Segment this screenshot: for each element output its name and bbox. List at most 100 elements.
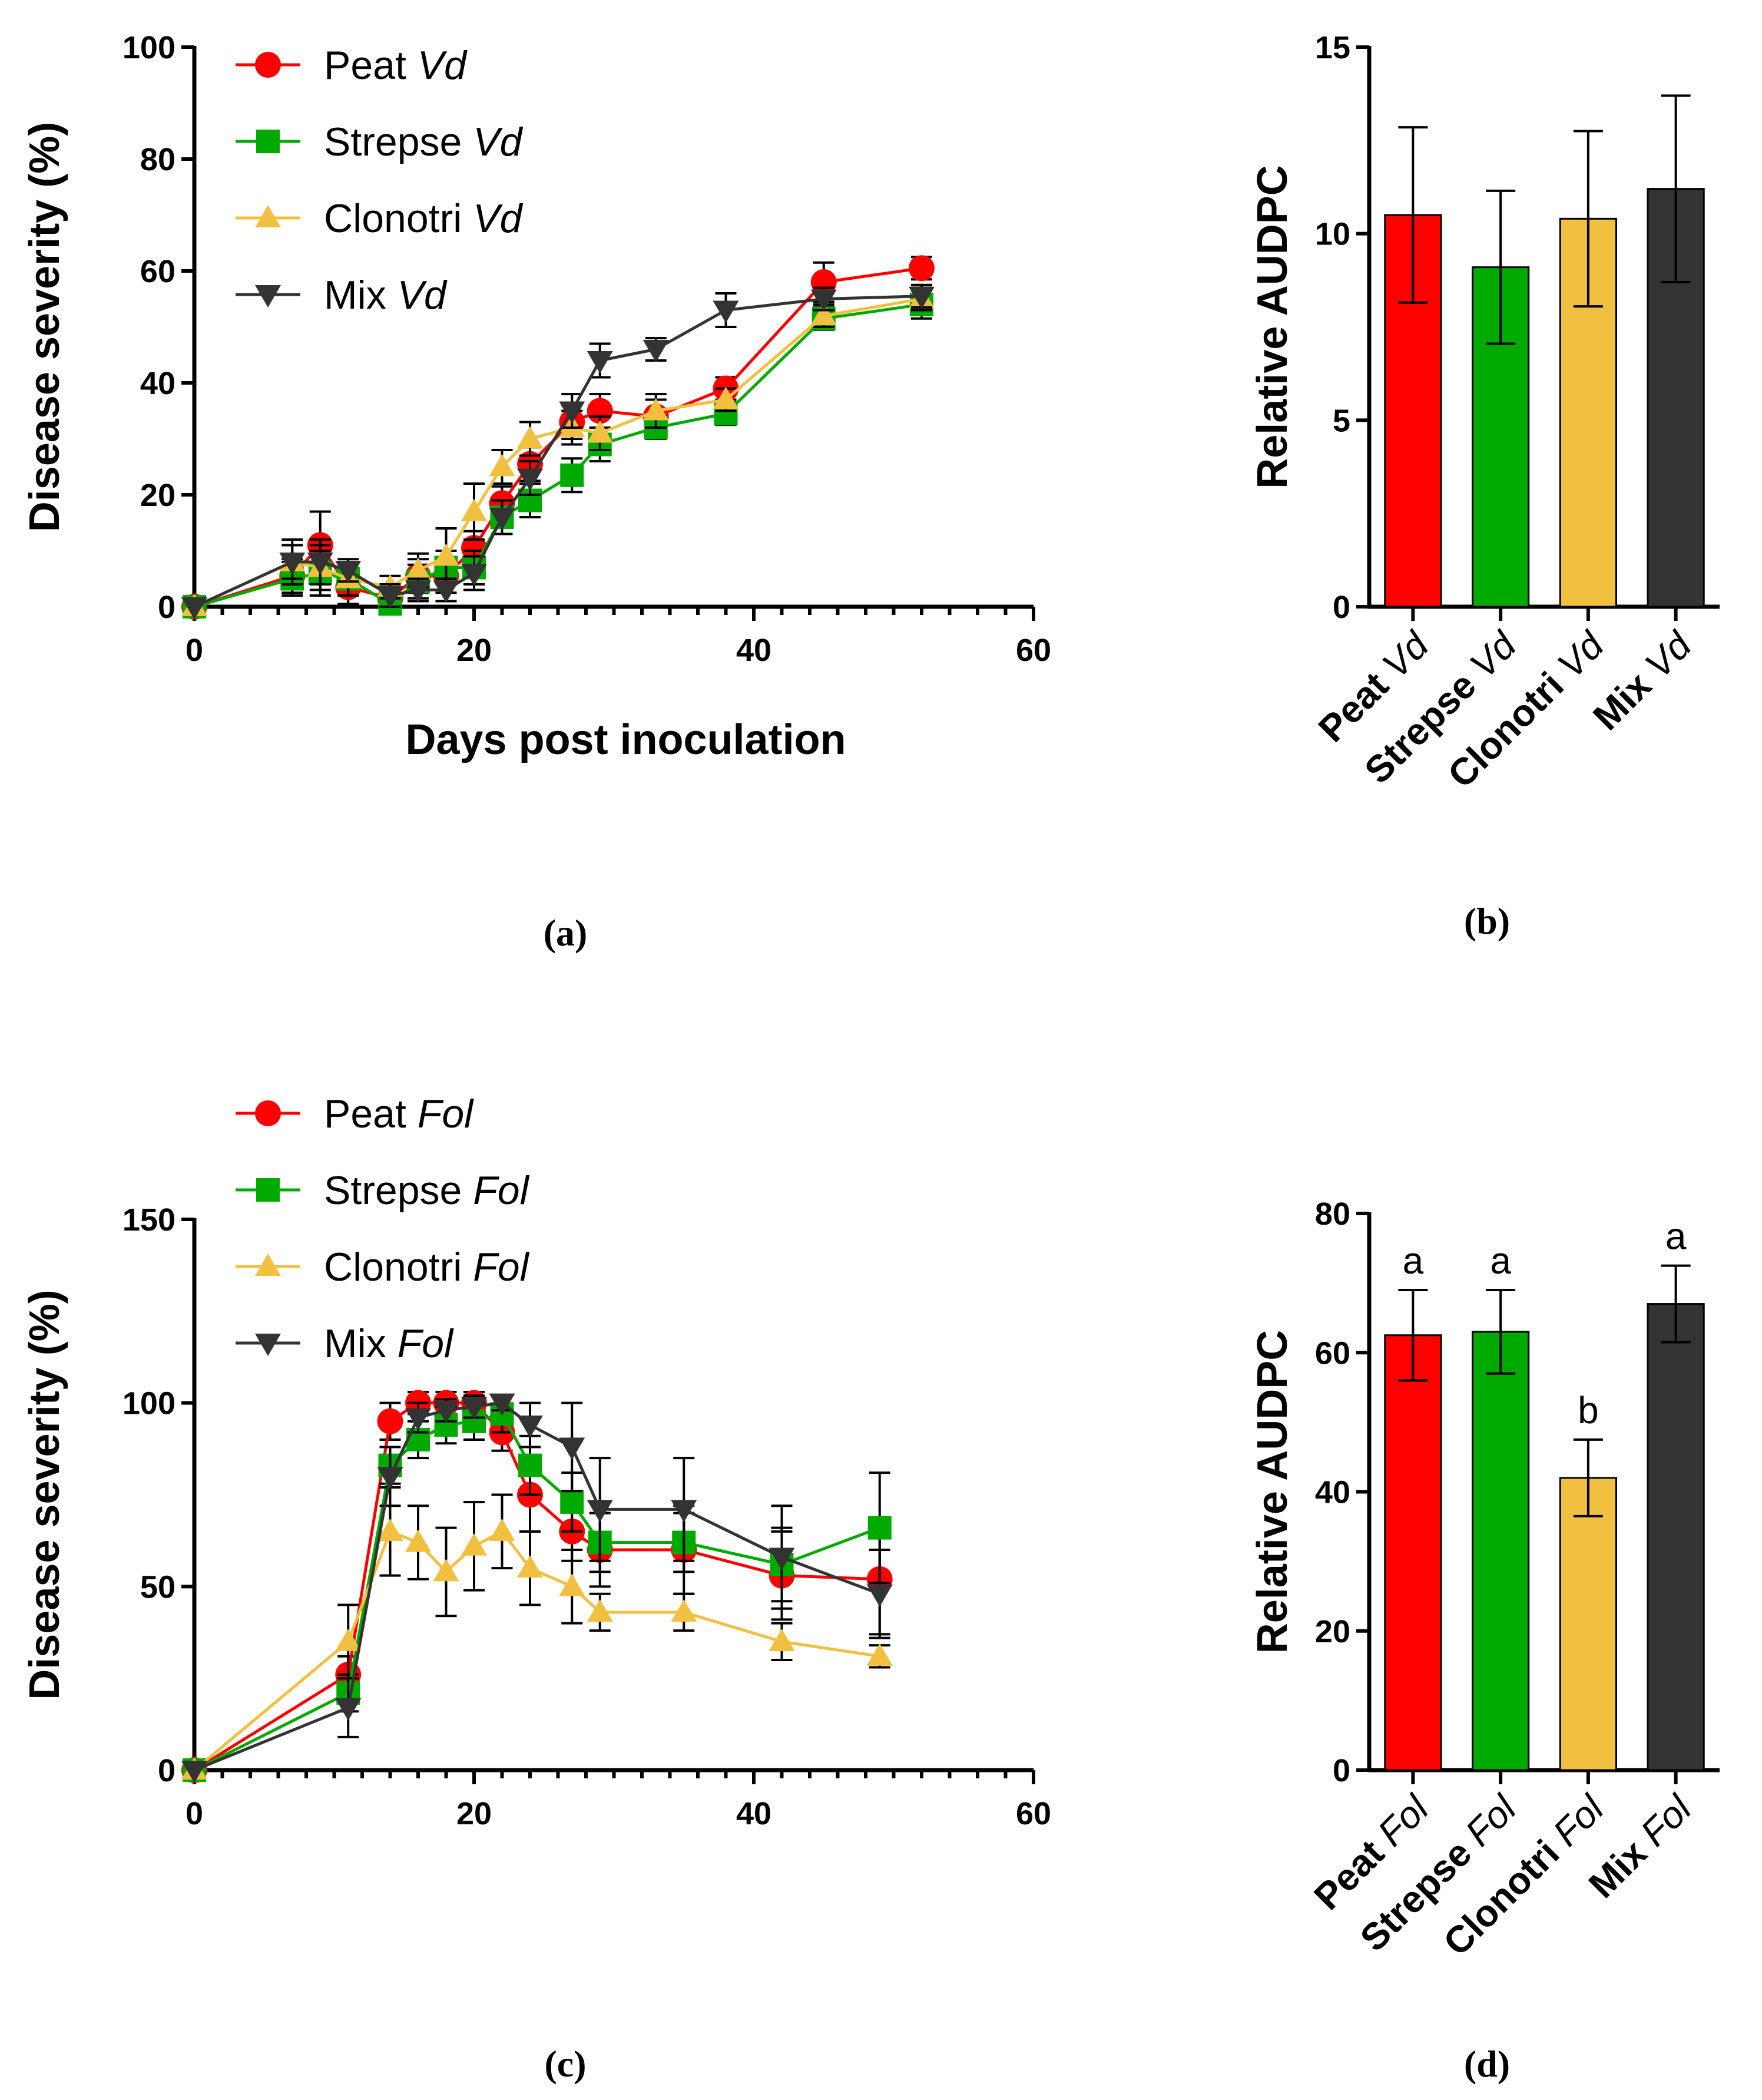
data-point <box>517 1555 543 1578</box>
x-tick-label: 40 <box>736 633 771 668</box>
bar <box>1647 1303 1705 1771</box>
y-tick-label: 15 <box>1315 30 1350 65</box>
data-point <box>335 1698 362 1721</box>
x-axis-title: Days post inoculation <box>405 716 846 763</box>
data-point <box>335 1628 362 1651</box>
data-point <box>433 580 459 603</box>
legend-item-peat: Peat Vd <box>236 43 468 88</box>
panel-label-a: (a) <box>544 912 588 954</box>
legend-item-strepse: Strepse Vd <box>236 120 524 164</box>
bar-group-clonotri: Clonotri Vd <box>1439 130 1617 796</box>
legend-marker <box>255 1254 281 1276</box>
data-point <box>377 586 403 608</box>
series-clonotri <box>181 1486 893 1780</box>
significance-label: b <box>1578 1389 1599 1431</box>
x-tick-label: 60 <box>1016 1796 1051 1831</box>
data-point <box>587 1599 613 1622</box>
data-point <box>433 1559 459 1582</box>
legend-label: Mix Fol <box>324 1321 454 1366</box>
y-axis-title: Disease severity (%) <box>21 122 68 532</box>
y-tick-label: 10 <box>1315 217 1350 252</box>
y-axis-title: Disease severity (%) <box>21 1289 68 1699</box>
data-point <box>489 454 515 477</box>
data-point <box>489 508 515 530</box>
legend-name: Strepse <box>324 1168 473 1213</box>
data-point <box>405 580 431 603</box>
legend-name: Clonotri <box>324 1245 473 1289</box>
legend-pathogen: Fol <box>473 1245 529 1289</box>
panel-label-b: (b) <box>1464 900 1510 942</box>
data-point <box>559 1437 585 1460</box>
data-point <box>461 564 487 586</box>
legend-item-mix: Mix Vd <box>236 273 448 318</box>
y-tick-label: 60 <box>140 254 175 289</box>
legend-name: Clonotri <box>324 196 473 241</box>
data-point <box>517 1416 543 1438</box>
chart-a-disease-severity-vd: 0 20 40 60 80 100 0 20 40 60 Disease severity (%) D… <box>21 30 1051 763</box>
series-strepse <box>183 1394 892 1782</box>
data-point <box>559 1573 585 1596</box>
legend-item-clonotri: Clonotri Fol <box>236 1245 530 1289</box>
legend-name: Mix <box>324 273 398 318</box>
legend-label: Clonotri Fol <box>324 1245 530 1289</box>
data-point <box>867 1516 892 1540</box>
data-point <box>433 543 459 566</box>
data-point <box>489 1393 515 1416</box>
x-tick-label: 20 <box>456 633 492 668</box>
data-point <box>307 553 333 575</box>
panel-label-d: (d) <box>1464 2043 1510 2085</box>
data-point <box>587 351 613 373</box>
x-tick-label: 20 <box>456 1796 492 1831</box>
y-tick-label: 0 <box>1333 1753 1350 1788</box>
y-tick-label: 60 <box>1315 1335 1350 1371</box>
data-point <box>489 1518 515 1541</box>
data-point <box>810 289 837 312</box>
data-point <box>909 255 935 282</box>
y-tick-label: 0 <box>158 590 175 625</box>
data-point <box>866 1643 893 1666</box>
bar <box>1559 1477 1617 1771</box>
panel-label-c: (c) <box>544 2043 586 2085</box>
category-label: Mix Vd <box>1585 623 1700 738</box>
legend-item-clonotri: Clonotri Vd <box>236 196 524 241</box>
data-point <box>181 597 207 620</box>
y-tick-label: 50 <box>140 1569 175 1605</box>
legend-name: Strepse <box>324 120 473 164</box>
data-point <box>279 553 306 575</box>
y-tick-label: 100 <box>122 1386 175 1421</box>
legend-pathogen: Vd <box>473 196 523 241</box>
legend-label: Peat Fol <box>324 1092 474 1136</box>
legend-pathogen: Fol <box>418 1092 474 1136</box>
legend-marker <box>255 1100 281 1126</box>
data-point <box>769 1547 795 1570</box>
data-point <box>671 1599 697 1622</box>
data-point <box>559 401 585 424</box>
legend-marker <box>255 285 281 307</box>
bar <box>1384 1334 1442 1771</box>
legend-label: Strepse Vd <box>324 120 524 164</box>
legend-item-strepse: Strepse Fol <box>236 1168 530 1213</box>
data-point <box>909 286 935 309</box>
data-point <box>560 1490 584 1514</box>
y-tick-label: 5 <box>1333 403 1350 438</box>
x-tick-label: 40 <box>736 1796 771 1831</box>
data-point <box>517 426 543 448</box>
significance-label: a <box>1490 1239 1511 1282</box>
y-tick-label: 150 <box>122 1202 175 1238</box>
data-point <box>518 1453 542 1477</box>
data-point <box>433 1401 459 1424</box>
legend-name: Peat <box>324 1092 418 1136</box>
chart-c-disease-severity-fol: 0 50 100 150 0 20 40 60 Disease severity (%) Peat… <box>21 1092 1051 1831</box>
legend-marker <box>256 130 280 153</box>
data-point <box>461 498 487 521</box>
x-tick-label: 0 <box>186 1796 203 1831</box>
legend-marker <box>255 205 281 227</box>
data-point <box>642 398 669 421</box>
y-tick-label: 0 <box>1333 590 1350 625</box>
legend-pathogen: Fol <box>398 1321 454 1366</box>
y-tick-label: 100 <box>122 30 175 65</box>
data-point <box>377 1467 403 1490</box>
